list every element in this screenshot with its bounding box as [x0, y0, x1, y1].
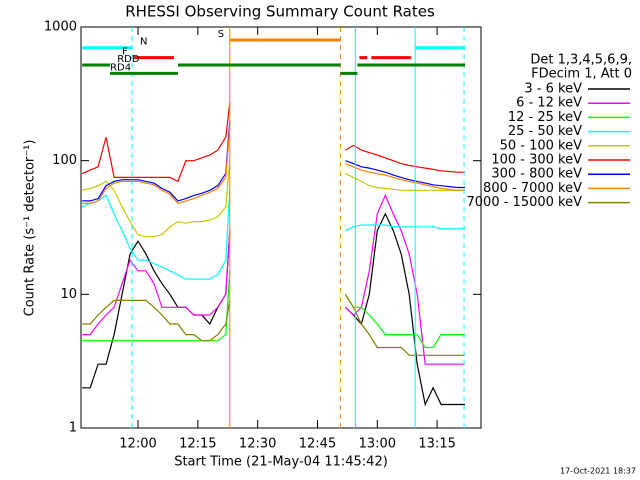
- y-axis-label: Count Rate (s⁻¹ detector⁻¹): [23, 140, 38, 317]
- flag-label: RDD: [117, 54, 140, 65]
- x-tick-label: 12:30: [239, 437, 276, 452]
- series-line: [82, 120, 465, 202]
- footer: 17-Oct-2021 18:37: [560, 467, 636, 476]
- flag-label: F: [122, 47, 128, 58]
- series-line: [82, 126, 465, 204]
- x-tick-label: 12:15: [179, 437, 216, 452]
- series-line: [81, 102, 465, 183]
- x-tick-label: 13:00: [359, 437, 396, 452]
- series-line: [82, 193, 465, 365]
- legend-title: FDecim 1, Att 0: [531, 67, 632, 82]
- y-tick-label: 10: [60, 287, 77, 302]
- legend-label: 50 - 100 keV: [500, 138, 583, 153]
- flag-label: N: [140, 37, 147, 48]
- y-tick-label: 1: [69, 421, 77, 436]
- series-line: [82, 160, 465, 238]
- series-line: [82, 293, 465, 356]
- y-tick-label: 1000: [44, 20, 77, 35]
- legend-label: 7000 - 15000 keV: [467, 195, 583, 210]
- y-tick-label: 100: [52, 153, 77, 168]
- flag-label: S: [218, 29, 224, 40]
- series-line: [82, 212, 465, 407]
- legend-label: 12 - 25 keV: [508, 110, 582, 125]
- legend-label: 300 - 800 keV: [491, 167, 582, 182]
- x-axis-label: Start Time (21-May-04 11:45:42): [174, 455, 388, 470]
- series-line: [81, 190, 465, 280]
- flag-label: RD4: [110, 62, 131, 73]
- chart-title: RHESSI Observing Summary Count Rates: [125, 3, 435, 21]
- legend-label: 800 - 7000 keV: [483, 181, 582, 196]
- legend-label: 6 - 12 keV: [516, 96, 582, 111]
- x-tick-label: 13:15: [418, 437, 455, 452]
- legend-label: 3 - 6 keV: [524, 82, 582, 97]
- plot-frame: [80, 26, 482, 429]
- legend-title: Det 1,3,4,5,6,9,: [530, 53, 632, 68]
- legend-label: 100 - 300 keV: [491, 153, 582, 168]
- series-line: [82, 270, 465, 349]
- x-tick-label: 12:00: [119, 437, 156, 452]
- x-tick-label: 12:45: [299, 437, 336, 452]
- legend-label: 25 - 50 keV: [508, 124, 582, 139]
